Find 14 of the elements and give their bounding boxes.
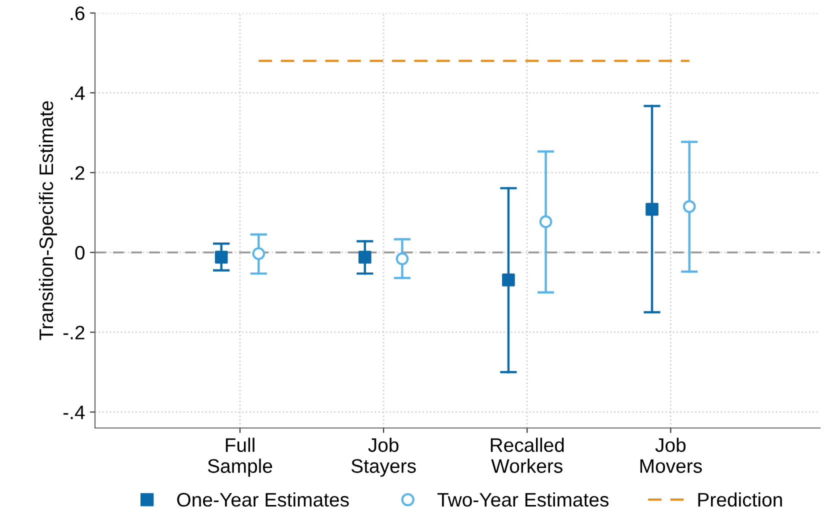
x-tick-label: Recalled Workers: [490, 438, 564, 473]
y-axis-title: Transition-Specific Estimate: [38, 101, 58, 340]
x-tick-label: Full Sample: [208, 438, 272, 477]
x-tick-label: Job Movers: [640, 438, 702, 473]
legend-label: Prediction: [698, 492, 782, 507]
legend-label: Two-Year Estimates: [437, 492, 609, 507]
legend-label: One-Year Estimates: [177, 492, 349, 507]
x-tick-label: Job Stayers: [351, 438, 416, 477]
y-tick-label: .4: [70, 86, 85, 100]
y-tick-label: .2: [70, 166, 84, 180]
y-tick-label: 0: [75, 246, 85, 260]
y-tick-label: .6: [70, 6, 84, 20]
y-tick-label: -.2: [63, 326, 84, 340]
y-tick-label: -.4: [63, 406, 85, 420]
